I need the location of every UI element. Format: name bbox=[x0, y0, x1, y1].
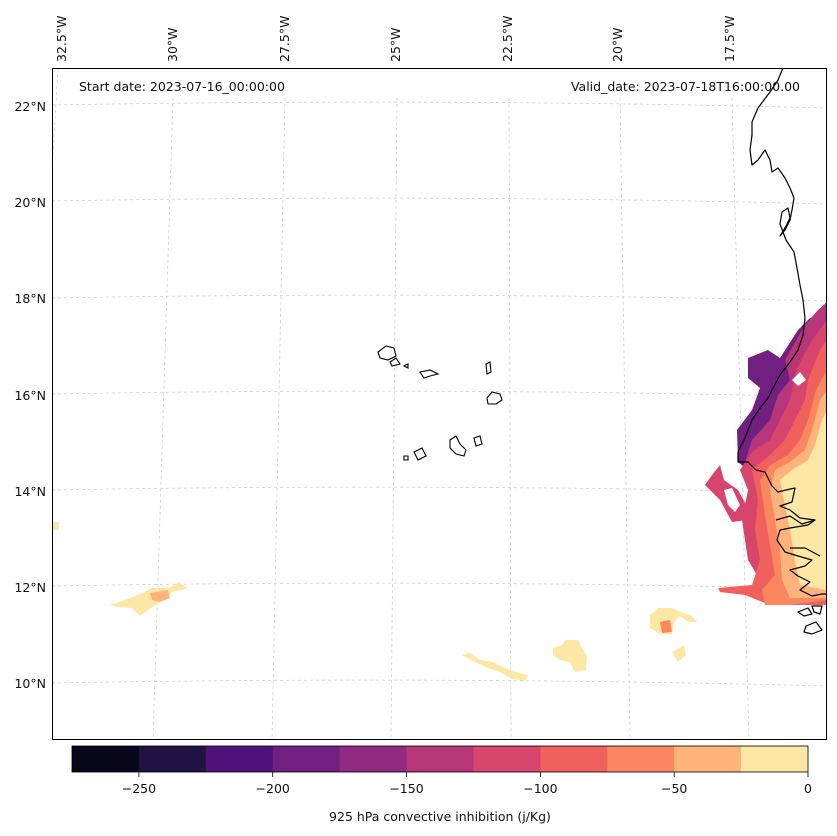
lon-label-27-5w: 27.5°W bbox=[277, 16, 292, 62]
island-santa-luzia bbox=[402, 363, 409, 369]
longitude-labels: 32.5°W 30°W 27.5°W 25°W 22.5°W 20°W 17.5… bbox=[54, 16, 737, 62]
colorbar-tick-m150: −150 bbox=[389, 781, 423, 796]
cin-patch-south-3-inner bbox=[660, 620, 672, 633]
lon-label-22-5w: 22.5°W bbox=[500, 16, 515, 62]
colorbar-tick-0: 0 bbox=[804, 781, 812, 796]
coast-island-3 bbox=[811, 605, 823, 615]
colorbar-swatch bbox=[339, 746, 408, 772]
colorbar-swatch bbox=[205, 746, 274, 772]
colorbar-swatch bbox=[674, 746, 742, 772]
island-sao-nicolau bbox=[419, 369, 440, 379]
colorbar-tick-m100: −100 bbox=[523, 781, 557, 796]
lat-label-16n: 16°N bbox=[14, 388, 46, 403]
map-frame bbox=[52, 68, 827, 740]
lon-label-32-5w: 32.5°W bbox=[54, 16, 69, 62]
cin-patch-west-1 bbox=[110, 582, 188, 616]
cin-region-gap bbox=[792, 372, 806, 386]
colorbar-label: 925 hPa convective inhibition (j/Kg) bbox=[329, 809, 551, 824]
lat-label-10n: 10°N bbox=[14, 676, 46, 691]
lon-label-20w: 20°W bbox=[610, 27, 625, 62]
colorbar-swatch bbox=[138, 746, 207, 772]
colorbar-swatch bbox=[406, 746, 474, 772]
colorbar-swatch bbox=[72, 746, 140, 772]
coast-inlet-2 bbox=[790, 547, 821, 557]
cin-patch-edge bbox=[52, 522, 59, 530]
island-santo-antao bbox=[377, 345, 397, 361]
island-boa-vista bbox=[486, 391, 503, 405]
island-sal bbox=[485, 361, 492, 375]
gridlines bbox=[51, 67, 828, 741]
cin-region-small-west-inner bbox=[724, 488, 740, 512]
colorbar-swatch bbox=[272, 746, 341, 772]
lat-label-22n: 22°N bbox=[14, 99, 46, 114]
colorbar-frame bbox=[71, 745, 809, 773]
cin-region-yellow bbox=[780, 410, 827, 590]
colorbar-swatch bbox=[473, 746, 541, 772]
lon-label-30w: 30°W bbox=[165, 27, 180, 62]
colorbar: −250 −200 −150 −100 −50 0 925 hPa convec… bbox=[71, 745, 812, 824]
island-sao-vicente bbox=[389, 357, 401, 367]
coastline bbox=[737, 67, 827, 635]
map-area bbox=[51, 67, 828, 741]
coast-island-1 bbox=[797, 607, 813, 617]
cape-verde-islands bbox=[377, 345, 503, 461]
colorbar-swatch bbox=[741, 746, 809, 772]
island-fogo bbox=[413, 447, 427, 461]
cin-patch-south-4 bbox=[672, 645, 686, 662]
cin-patch-south-2 bbox=[553, 640, 587, 672]
lat-label-20n: 20°N bbox=[14, 195, 46, 210]
cin-patch-south-1 bbox=[462, 653, 528, 681]
lon-label-25w: 25°W bbox=[388, 27, 403, 62]
coast-inlet-1 bbox=[775, 515, 816, 525]
coast-island-2 bbox=[803, 621, 823, 635]
lat-label-18n: 18°N bbox=[14, 291, 46, 306]
colorbar-swatch bbox=[540, 746, 608, 772]
lat-label-12n: 12°N bbox=[14, 580, 46, 595]
lon-label-17-5w: 17.5°W bbox=[722, 16, 737, 62]
colorbar-tick-m200: −200 bbox=[256, 781, 290, 796]
cin-patches-offshore bbox=[52, 522, 698, 681]
colorbar-swatches bbox=[72, 746, 809, 772]
latitude-labels: 22°N 20°N 18°N 16°N 14°N 12°N 10°N bbox=[14, 99, 46, 691]
island-brava bbox=[403, 455, 409, 461]
colorbar-ticks bbox=[138, 772, 809, 777]
colorbar-tick-m50: −50 bbox=[661, 781, 687, 796]
cin-contours-coast bbox=[705, 302, 827, 605]
cin-patch-west-2 bbox=[150, 590, 170, 602]
valid-date-label: Valid_date: 2023-07-18T16:00:00.00 bbox=[571, 79, 800, 94]
island-maio bbox=[473, 435, 483, 447]
colorbar-tick-m250: −250 bbox=[122, 781, 156, 796]
colorbar-swatch bbox=[607, 746, 675, 772]
start-date-label: Start date: 2023-07-16_00:00:00 bbox=[79, 79, 285, 94]
lat-label-14n: 14°N bbox=[14, 484, 46, 499]
africa-coastline bbox=[737, 67, 827, 597]
island-santiago bbox=[449, 435, 467, 457]
